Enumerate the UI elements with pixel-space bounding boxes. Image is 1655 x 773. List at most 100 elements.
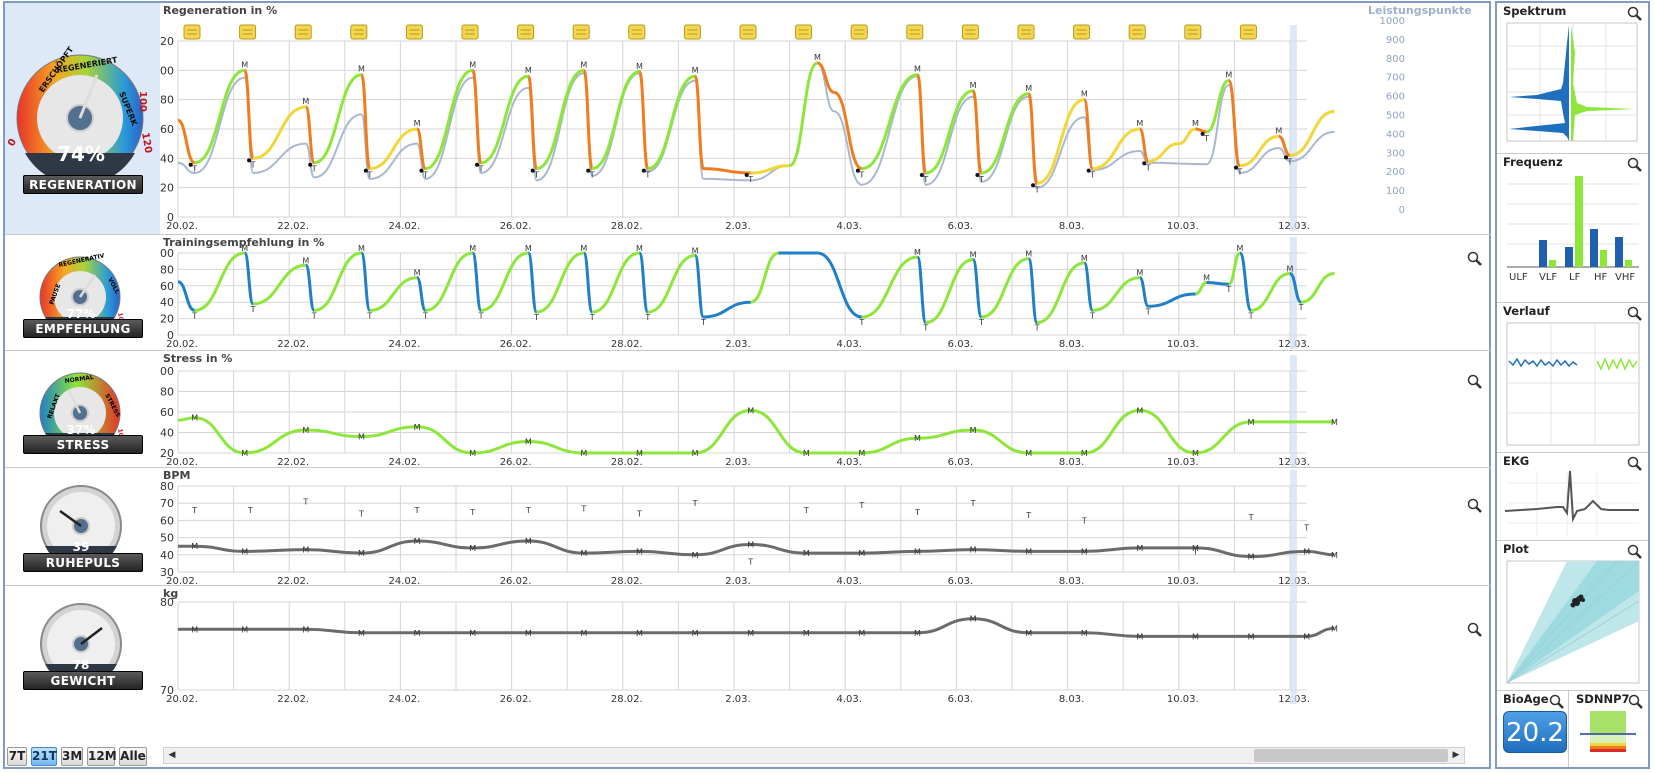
gauge-empfehlung[interactable]: PAUSE REGENERATIV VOLL 100 77% EMPFEHLUN… — [5, 235, 160, 351]
weight-y-tick-label: 70 — [160, 684, 174, 697]
leistungspunkte-title: Leistungspunkte — [1368, 4, 1472, 17]
regeneration-segment — [425, 68, 474, 171]
weight-title: kg — [163, 587, 179, 600]
m-marker: M — [1248, 553, 1255, 562]
m-marker: M — [636, 244, 643, 253]
t-marker: T — [1237, 168, 1243, 177]
date-tick-label: 22.02. — [277, 339, 309, 350]
trough-dot — [744, 173, 749, 177]
m-marker: M — [1192, 544, 1199, 553]
m-marker: M — [692, 246, 699, 255]
training-zoom-icon[interactable] — [1467, 251, 1483, 267]
sdnn-panel[interactable]: SDNNP7 — [1570, 691, 1648, 767]
t-marker: T — [469, 508, 475, 517]
sdnn-title: SDNNP7 — [1576, 692, 1630, 706]
t-marker: T — [644, 313, 650, 322]
m-marker: M — [302, 256, 309, 265]
regeneration-segment — [861, 73, 918, 171]
range-button[interactable]: 12M — [87, 747, 117, 766]
m-marker: M — [469, 544, 476, 553]
t-marker: T — [191, 165, 197, 174]
note-icon — [961, 24, 979, 40]
t-marker: T — [970, 499, 976, 508]
gauge-regeneration[interactable]: ERSCHÖPFT REGENERIERT SUPERK 0 100 120 7… — [5, 3, 160, 235]
date-tick-label: 22.02. — [277, 457, 309, 468]
m-marker: M — [814, 53, 821, 62]
date-tick-label: 20.02. — [166, 339, 198, 350]
regen-tick-high: 120 — [139, 132, 153, 155]
verlauf-panel[interactable]: Verlauf — [1497, 303, 1648, 453]
training-segment — [925, 258, 974, 325]
m-marker: M — [358, 433, 365, 442]
m-marker: M — [914, 65, 921, 74]
spektrum-panel[interactable]: Spektrum — [1497, 3, 1648, 154]
frequenz-zoom-icon[interactable] — [1627, 157, 1643, 173]
frequenz-panel[interactable]: Frequenz ULF VLF LF HF VHF — [1497, 154, 1648, 303]
plot-zoom-icon[interactable] — [1627, 544, 1643, 560]
date-tick-label: 20.02. — [166, 576, 198, 586]
m-marker: M — [1225, 71, 1232, 80]
m-marker: M — [747, 540, 754, 549]
timeline-scrollbar[interactable]: ◀ ▶ — [163, 747, 1465, 764]
m-marker: M — [803, 629, 810, 638]
leistung-tick-label: 1000 — [1380, 16, 1405, 27]
scroll-thumb[interactable] — [1254, 749, 1448, 762]
date-tick-label: 10.03. — [1167, 221, 1199, 232]
spektrum-zoom-icon[interactable] — [1627, 6, 1643, 22]
trough-dot — [363, 168, 368, 173]
range-button[interactable]: Alle — [119, 747, 147, 766]
range-button[interactable]: 7T — [7, 747, 27, 766]
t-marker: T — [366, 171, 372, 180]
m-marker: M — [1192, 632, 1199, 641]
m-marker: M — [191, 625, 198, 634]
verlauf-zoom-icon[interactable] — [1627, 306, 1643, 322]
t-marker: T — [858, 501, 864, 510]
weight-y-tick-label: 80 — [160, 596, 174, 609]
regeneration-value: 74% — [57, 142, 105, 166]
note-icon — [850, 24, 868, 40]
date-tick-label: 4.03. — [836, 339, 861, 350]
leistung-tick-label: 500 — [1386, 111, 1405, 122]
bioage-zoom-icon[interactable] — [1549, 694, 1565, 710]
training-segment — [1148, 292, 1196, 308]
stress-zoom-icon[interactable] — [1467, 374, 1483, 390]
train-y-tick-label: 100 — [160, 247, 174, 260]
bpm-y-tick-label: 30 — [160, 566, 174, 579]
gauge-stress[interactable]: RELAXT NORMAL STRESS 100 37% STRESS — [5, 351, 160, 468]
regeneration-chart[interactable]: 12010080604020020.02.22.02.24.02.26.02.2… — [160, 3, 1491, 235]
bioage-panel[interactable]: BioAge 20.2 — [1497, 691, 1569, 767]
sdnn-zoom-icon[interactable] — [1628, 694, 1644, 710]
ekg-zoom-icon[interactable] — [1627, 456, 1643, 472]
regeneration-segment — [1278, 134, 1291, 157]
t-marker: T — [747, 175, 753, 184]
plot-panel[interactable]: Plot — [1497, 541, 1648, 691]
date-tick-label: 28.02. — [611, 694, 643, 705]
scroll-right-arrow[interactable]: ▶ — [1452, 750, 1460, 760]
bpm-zoom-icon[interactable] — [1467, 498, 1483, 514]
freq-vhf: VHF — [1615, 272, 1635, 283]
regeneration-segment — [1205, 79, 1230, 134]
date-tick-label: 6.03. — [948, 576, 973, 586]
train-y-tick-label: 0 — [167, 329, 174, 342]
date-tick-label: 22.02. — [277, 576, 309, 586]
m-marker: M — [692, 629, 699, 638]
trough-dot — [919, 173, 924, 177]
gauge-gewicht[interactable]: 78 GEWICHT — [5, 586, 160, 704]
date-tick-label: 26.02. — [500, 576, 532, 586]
range-button[interactable]: 21T — [31, 747, 57, 766]
range-button[interactable]: 3M — [61, 747, 83, 766]
trough-dot — [1284, 155, 1288, 160]
gauge-ruhepuls[interactable]: 39 RUHEPULS — [5, 468, 160, 586]
t-marker: T — [358, 510, 364, 519]
note-icon — [1128, 24, 1146, 40]
t-marker: T — [191, 506, 197, 515]
t-marker: T — [422, 311, 428, 320]
ekg-panel[interactable]: EKG — [1497, 453, 1648, 541]
training-chart[interactable]: 100 80 60 40 20 020.02. 22.02. 24.02. 26.02. 28.0… — [160, 235, 1491, 351]
regeneration-segment — [359, 73, 372, 171]
weight-zoom-icon[interactable] — [1467, 622, 1483, 638]
scroll-left-arrow[interactable]: ◀ — [168, 750, 176, 760]
